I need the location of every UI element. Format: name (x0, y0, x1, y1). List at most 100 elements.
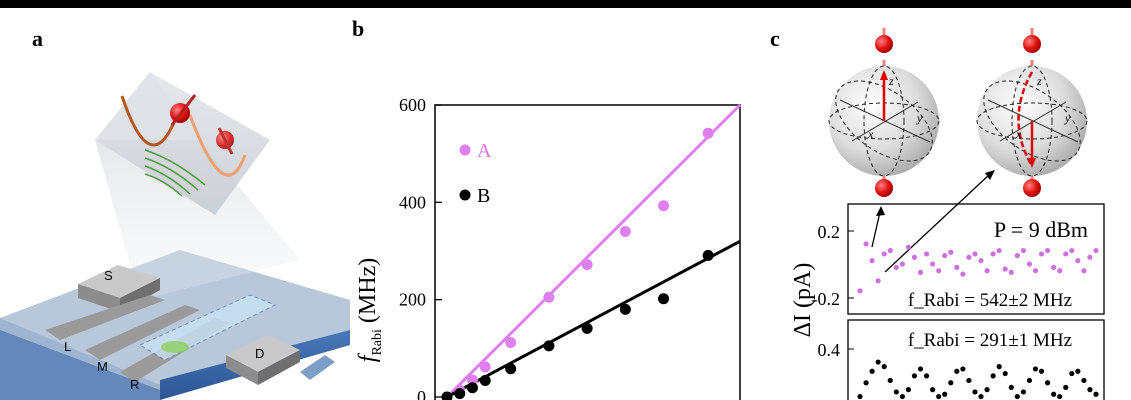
trace-top-point (869, 258, 875, 264)
freq-annotation-top: f_Rabi = 542±2 MHz (908, 290, 1072, 311)
arrow-to-right-sphere (884, 173, 991, 273)
trace-bottom-point (905, 387, 912, 393)
potential-well-right (188, 114, 247, 177)
trace-top-point (1057, 268, 1063, 274)
potential-well-left (120, 95, 177, 147)
trace-top-point (923, 251, 930, 257)
trace-bottom-point (1087, 387, 1093, 393)
data-point-a (543, 291, 555, 303)
fit-line-b (446, 239, 741, 399)
axis-y-right: y (1064, 111, 1071, 125)
trace-top-point (1020, 247, 1026, 254)
wave-arcs (144, 149, 206, 197)
trace-top-point (1069, 247, 1075, 254)
trace-bottom-point (863, 380, 869, 386)
trace-bottom-point (978, 393, 984, 400)
panel-label-b: b (352, 16, 365, 41)
trace-top-point (1093, 247, 1099, 254)
trace-bottom-point (911, 373, 918, 379)
chart-b-ylabel: fRabi (MHz) (355, 258, 385, 362)
axis-y-left: y (916, 111, 923, 125)
legend-marker-a (459, 144, 471, 156)
trace-bottom-point (1069, 370, 1075, 377)
trace-bottom-point (899, 393, 905, 400)
spin-ball-top-left (875, 35, 893, 53)
data-point-b (466, 382, 478, 394)
trace-bottom-point (984, 387, 990, 393)
chart-b-ytick-label: 0 (417, 387, 426, 400)
trace-top-point (887, 247, 893, 254)
gate-l (45, 295, 165, 340)
legend-label-b: B (477, 185, 490, 207)
trace-bottom-point (966, 377, 972, 384)
trace-bottom-point (1051, 391, 1057, 397)
data-point-a (702, 127, 714, 139)
trace-bottom-point (948, 380, 954, 386)
top-border (0, 0, 1131, 8)
trace-bottom-point (1014, 393, 1020, 400)
trace-bottom-point (1008, 384, 1014, 390)
bloch-sphere-right: z x y (976, 28, 1088, 197)
trace-bottom-point (923, 373, 930, 379)
data-point-b (479, 374, 491, 386)
trace-bottom-ytick-0: 0.4 (818, 340, 841, 360)
trace-top-point (1063, 251, 1069, 257)
trace-bottom-point (996, 364, 1002, 370)
trace-bottom-point (930, 387, 936, 393)
trace-bottom-point (972, 389, 978, 395)
trace-bottom-point (1063, 384, 1069, 390)
data-point-b (702, 249, 714, 261)
trace-bottom-point (942, 391, 948, 397)
trace-top-point (930, 261, 936, 267)
trace-top-point (966, 254, 972, 260)
trace-top-ytick-0: 0.2 (818, 222, 841, 242)
data-point-b (505, 363, 517, 375)
trace-bottom-point (1026, 377, 1033, 384)
trace-bottom-point (960, 366, 966, 372)
trace-top-point (1032, 268, 1039, 274)
trace-top-point (1038, 251, 1045, 257)
trace-panel-bottom: 0.4 f_Rabi = 291±1 MHz (818, 319, 1105, 400)
chart-b-ytick-label: 200 (399, 290, 426, 310)
trace-bottom-point (1075, 368, 1081, 374)
trace-top-point (1087, 254, 1093, 260)
trace-top-point (875, 278, 881, 284)
data-point-b (454, 388, 466, 400)
trace-top-point (1044, 247, 1051, 254)
data-point-a (581, 259, 593, 271)
panel-label-c: c (770, 26, 780, 51)
data-point-b (441, 391, 453, 400)
legend-marker-b (459, 189, 471, 201)
trace-bottom-point (893, 389, 899, 395)
trace-bottom-point (954, 368, 960, 374)
trace-top-point (1051, 264, 1057, 270)
trace-bottom-point (875, 359, 881, 365)
axis-z-left: z (888, 74, 894, 88)
chart-b-frame (434, 104, 741, 400)
spin-ball-bottom-left (875, 179, 893, 197)
data-point-a (479, 361, 491, 373)
chart-b: 0 200 400 600 fRabi (MHz) A B (355, 95, 742, 400)
trace-top-point (1026, 261, 1033, 267)
trace-top-point (984, 268, 990, 274)
trace-top-point (942, 253, 948, 259)
label-electrode-s: S (104, 268, 113, 283)
trace-bottom-point (1020, 389, 1026, 395)
trace-bottom-point (1081, 377, 1087, 384)
trace-bottom-point (869, 368, 875, 374)
data-point-b (619, 303, 631, 315)
spin-arrow-left (170, 94, 197, 126)
trace-top-point (857, 288, 863, 294)
trace-bottom-point (881, 364, 887, 370)
trace-top-point (893, 264, 899, 270)
axis-z-right: z (1036, 74, 1042, 88)
trace-top-point (1081, 268, 1087, 274)
electrode-s-top (78, 265, 160, 298)
arrow-to-left-sphere (871, 211, 881, 248)
trace-bottom-point (1057, 393, 1063, 400)
label-electrode-l: L (64, 339, 71, 354)
trace-top-point (1075, 258, 1081, 264)
trace-top-point (978, 258, 984, 264)
trace-top-point (911, 254, 918, 260)
